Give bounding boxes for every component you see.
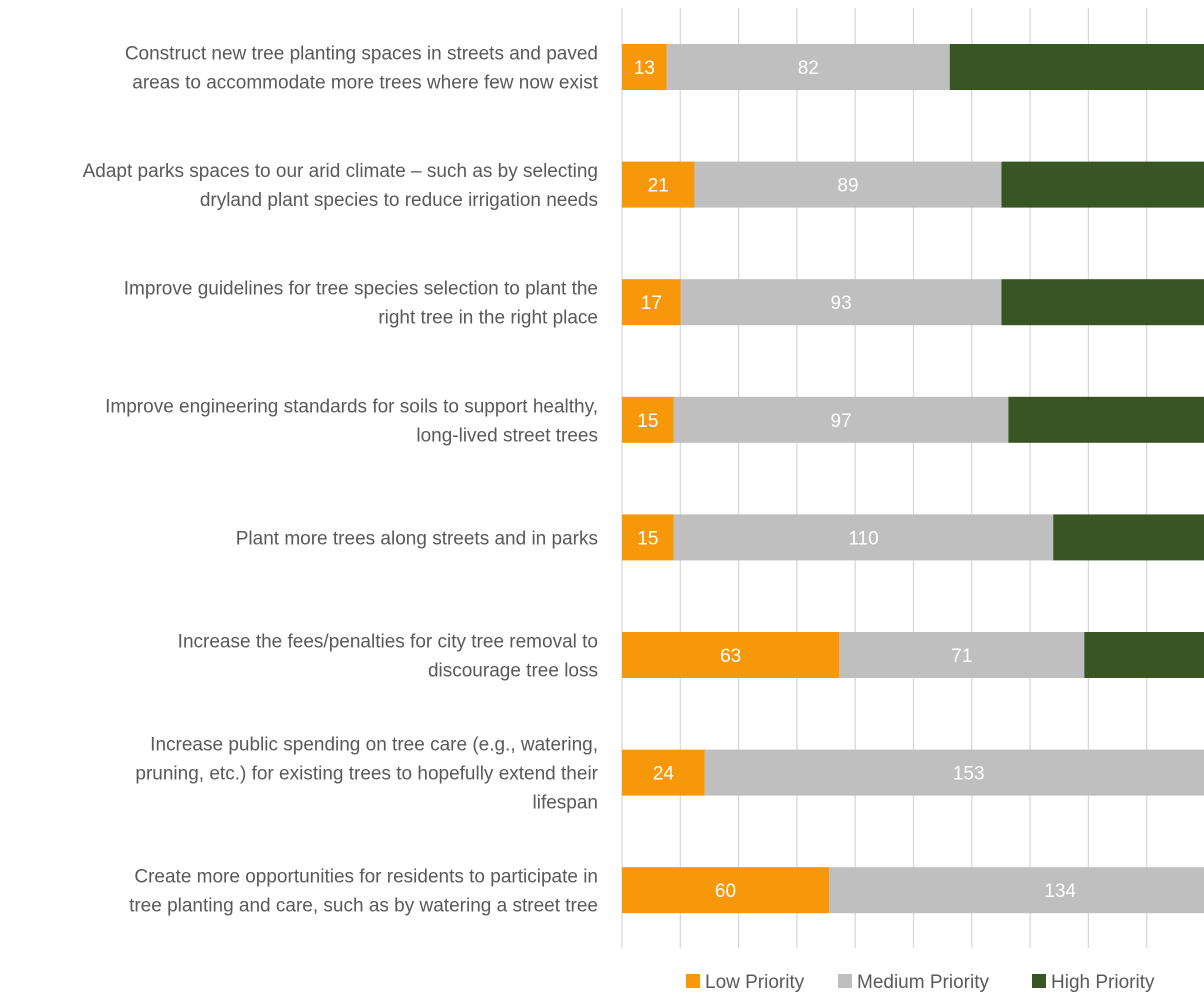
bar-segment-high-priority <box>1053 514 1204 561</box>
legend-swatch <box>686 974 700 988</box>
bar-segment-low-priority <box>622 396 674 443</box>
legend-label: Low Priority <box>705 972 805 993</box>
data-label: 60 <box>715 881 736 902</box>
bar-segment-low-priority <box>622 44 667 90</box>
category-label: Increase the fees/penalties for city tre… <box>178 632 598 682</box>
bar-segment-low-priority <box>622 514 674 561</box>
bar-segment-high-priority <box>949 44 1204 90</box>
bar-segment-medium-priority <box>694 161 1002 208</box>
data-label: 134 <box>1044 881 1076 902</box>
data-label: 93 <box>831 293 852 314</box>
bar-segment-medium-priority <box>839 632 1085 678</box>
bar-segment-high-priority <box>1084 632 1204 678</box>
category-label-line: tree planting and care, such as by water… <box>129 896 598 917</box>
bar-segment-medium-priority <box>829 867 1204 914</box>
category-label: Improve guidelines for tree species sele… <box>124 279 598 329</box>
category-label-line: dryland plant species to reduce irrigati… <box>200 190 598 211</box>
category-label-line: pruning, etc.) for existing trees to hop… <box>135 764 598 785</box>
category-label-line: Improve engineering standards for soils … <box>105 396 598 417</box>
legend-label: High Priority <box>1051 972 1155 993</box>
category-label-line: areas to accommodate more trees where fe… <box>132 73 598 94</box>
bar-segment-high-priority <box>1001 161 1204 208</box>
data-label: 110 <box>848 528 878 549</box>
category-label-line: long-lived street trees <box>416 425 598 446</box>
bar-segment-high-priority <box>1001 279 1204 326</box>
data-label: 17 <box>641 293 662 314</box>
category-label: Increase public spending on tree care (e… <box>135 735 598 814</box>
category-label: Adapt parks spaces to our arid climate –… <box>83 161 598 211</box>
bar-series <box>622 44 1204 914</box>
bar-segment-low-priority <box>622 749 705 796</box>
category-label-line: lifespan <box>533 793 599 814</box>
data-label: 97 <box>831 411 852 432</box>
category-labels: Construct new tree planting spaces in st… <box>83 44 599 917</box>
bar-segment-low-priority <box>622 867 829 914</box>
data-label: 63 <box>720 646 741 667</box>
category-label-line: Adapt parks spaces to our arid climate –… <box>83 161 598 182</box>
category-label-line: Increase public spending on tree care (e… <box>150 735 598 756</box>
bar-segment-medium-priority <box>673 396 1009 443</box>
data-label: 82 <box>798 58 819 79</box>
data-label: 89 <box>837 176 858 197</box>
category-label-line: Create more opportunities for residents … <box>134 867 598 888</box>
bar-segment-low-priority <box>622 632 840 678</box>
legend-swatch <box>838 974 852 988</box>
category-label-line: Improve guidelines for tree species sele… <box>124 279 598 300</box>
legend-swatch <box>1032 974 1046 988</box>
category-label-line: Construct new tree planting spaces in st… <box>125 44 598 65</box>
category-label: Create more opportunities for residents … <box>129 867 598 917</box>
bar-segment-low-priority <box>622 161 695 208</box>
data-label: 13 <box>634 58 655 79</box>
data-label: 15 <box>637 411 658 432</box>
bar-segment-low-priority <box>622 279 681 326</box>
data-labels: 1382244218923217932301597223151102126371… <box>634 58 1077 902</box>
category-label-line: Plant more trees along streets and in pa… <box>236 528 598 549</box>
bar-segment-medium-priority <box>666 44 950 90</box>
legend: Low Priority Medium Priority High Priority <box>686 972 1155 993</box>
data-label: 21 <box>648 176 669 197</box>
category-label: Plant more trees along streets and in pa… <box>236 528 598 549</box>
category-label: Construct new tree planting spaces in st… <box>125 44 599 94</box>
bar-segment-medium-priority <box>704 749 1204 796</box>
gridlines <box>621 8 1148 948</box>
data-label: 15 <box>637 528 658 549</box>
category-label-line: right tree in the right place <box>378 308 598 329</box>
bar-segment-high-priority <box>1008 396 1204 443</box>
data-label: 71 <box>951 646 972 667</box>
category-label-line: Increase the fees/penalties for city tre… <box>178 632 598 653</box>
data-label: 24 <box>653 764 675 785</box>
bar-segment-medium-priority <box>680 279 1002 326</box>
bar-segment-medium-priority <box>673 514 1054 561</box>
category-label: Improve engineering standards for soils … <box>105 396 598 446</box>
legend-label: Medium Priority <box>857 972 989 993</box>
category-label-line: discourage tree loss <box>428 661 598 682</box>
data-label: 153 <box>953 764 985 785</box>
